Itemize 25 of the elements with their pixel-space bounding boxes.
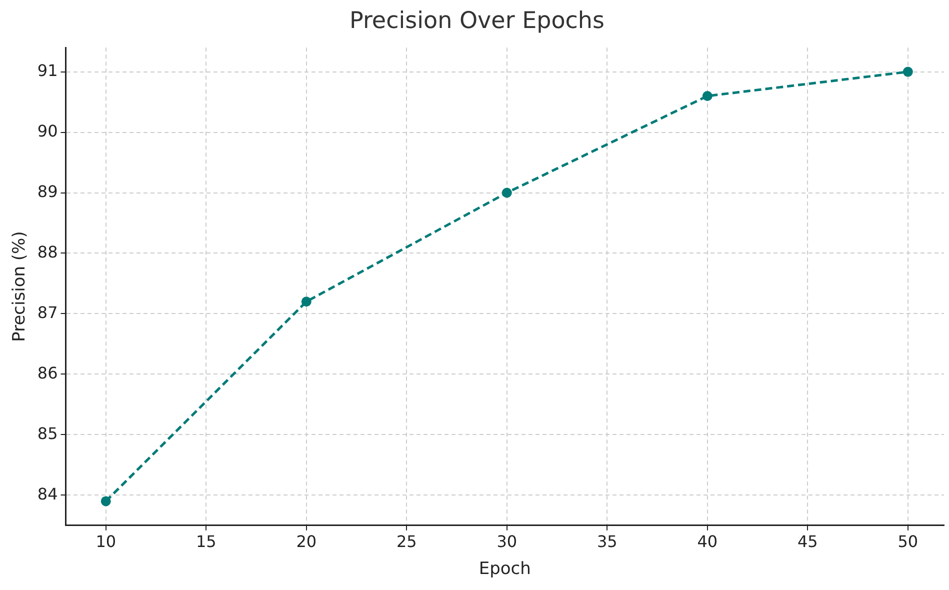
y-tick-label: 84	[37, 484, 58, 504]
point	[902, 66, 913, 77]
x-tick-label: 35	[596, 532, 618, 552]
y-tick-label: 89	[37, 182, 58, 201]
y-tick-label: 87	[37, 302, 58, 322]
x-tick-label: 20	[296, 532, 317, 552]
point	[702, 90, 712, 101]
x-tick-label: 15	[196, 532, 216, 552]
x-tick-label: 50	[898, 532, 918, 552]
x-tick-label: 45	[797, 532, 818, 552]
y-tick-label: 85	[37, 424, 58, 443]
chart-title: Precision Over Epochs	[350, 8, 604, 34]
y-tick-label: 90	[37, 121, 58, 140]
y-tick-label: 91	[37, 60, 58, 80]
y-axis-title: Precision (%)	[10, 231, 30, 342]
x-axis-title: Epoch	[478, 559, 531, 580]
y-tick-label: 88	[37, 242, 58, 262]
x-tick-label: 30	[496, 532, 518, 552]
x-tick-label: 40	[697, 532, 718, 552]
point	[301, 296, 312, 307]
point	[100, 496, 111, 506]
x-tick-label: 25	[396, 532, 417, 552]
point	[502, 188, 512, 198]
x-tick-label: 10	[96, 532, 116, 552]
y-tick-label: 86	[37, 363, 58, 382]
